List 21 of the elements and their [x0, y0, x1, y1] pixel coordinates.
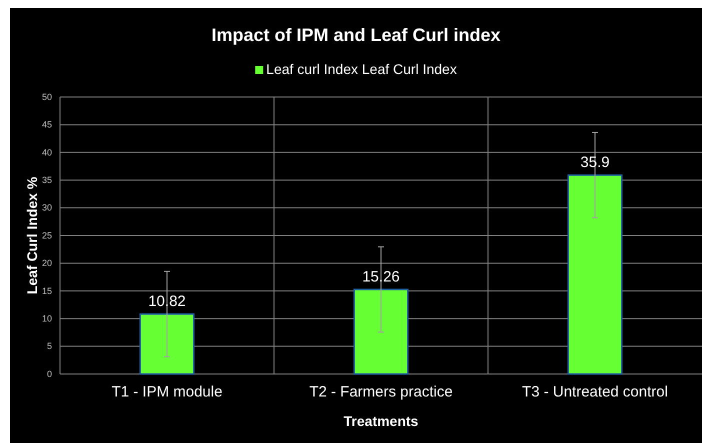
y-tick-label: 0: [46, 368, 52, 379]
y-axis-title: Leaf Curl Index %: [24, 176, 40, 294]
bar: [140, 313, 194, 375]
y-tick-label: 15: [42, 286, 52, 296]
x-tick-label: T3 - Untreated control: [522, 384, 668, 401]
chart-title: Impact of IPM and Leaf Curl index: [211, 25, 501, 45]
y-tick-label: 5: [46, 341, 52, 352]
x-tick-label: T2 - Farmers practice: [309, 384, 453, 401]
y-tick-label: 25: [42, 230, 52, 240]
x-tick-label: T1 - IPM module: [112, 384, 222, 401]
legend-label: Leaf curl Index Leaf Curl Index: [266, 61, 457, 77]
y-tick-label: 20: [42, 258, 52, 268]
y-tick-label: 10: [42, 313, 52, 324]
y-tick-label: 45: [42, 120, 52, 130]
y-tick-label: 35: [42, 174, 52, 185]
y-tick-label: 40: [42, 147, 52, 158]
bar: [354, 288, 408, 375]
x-axis-title: Treatments: [344, 413, 419, 429]
bar: [568, 174, 622, 375]
y-tick-label: 30: [42, 202, 52, 213]
y-tick-label: 50: [42, 92, 52, 102]
